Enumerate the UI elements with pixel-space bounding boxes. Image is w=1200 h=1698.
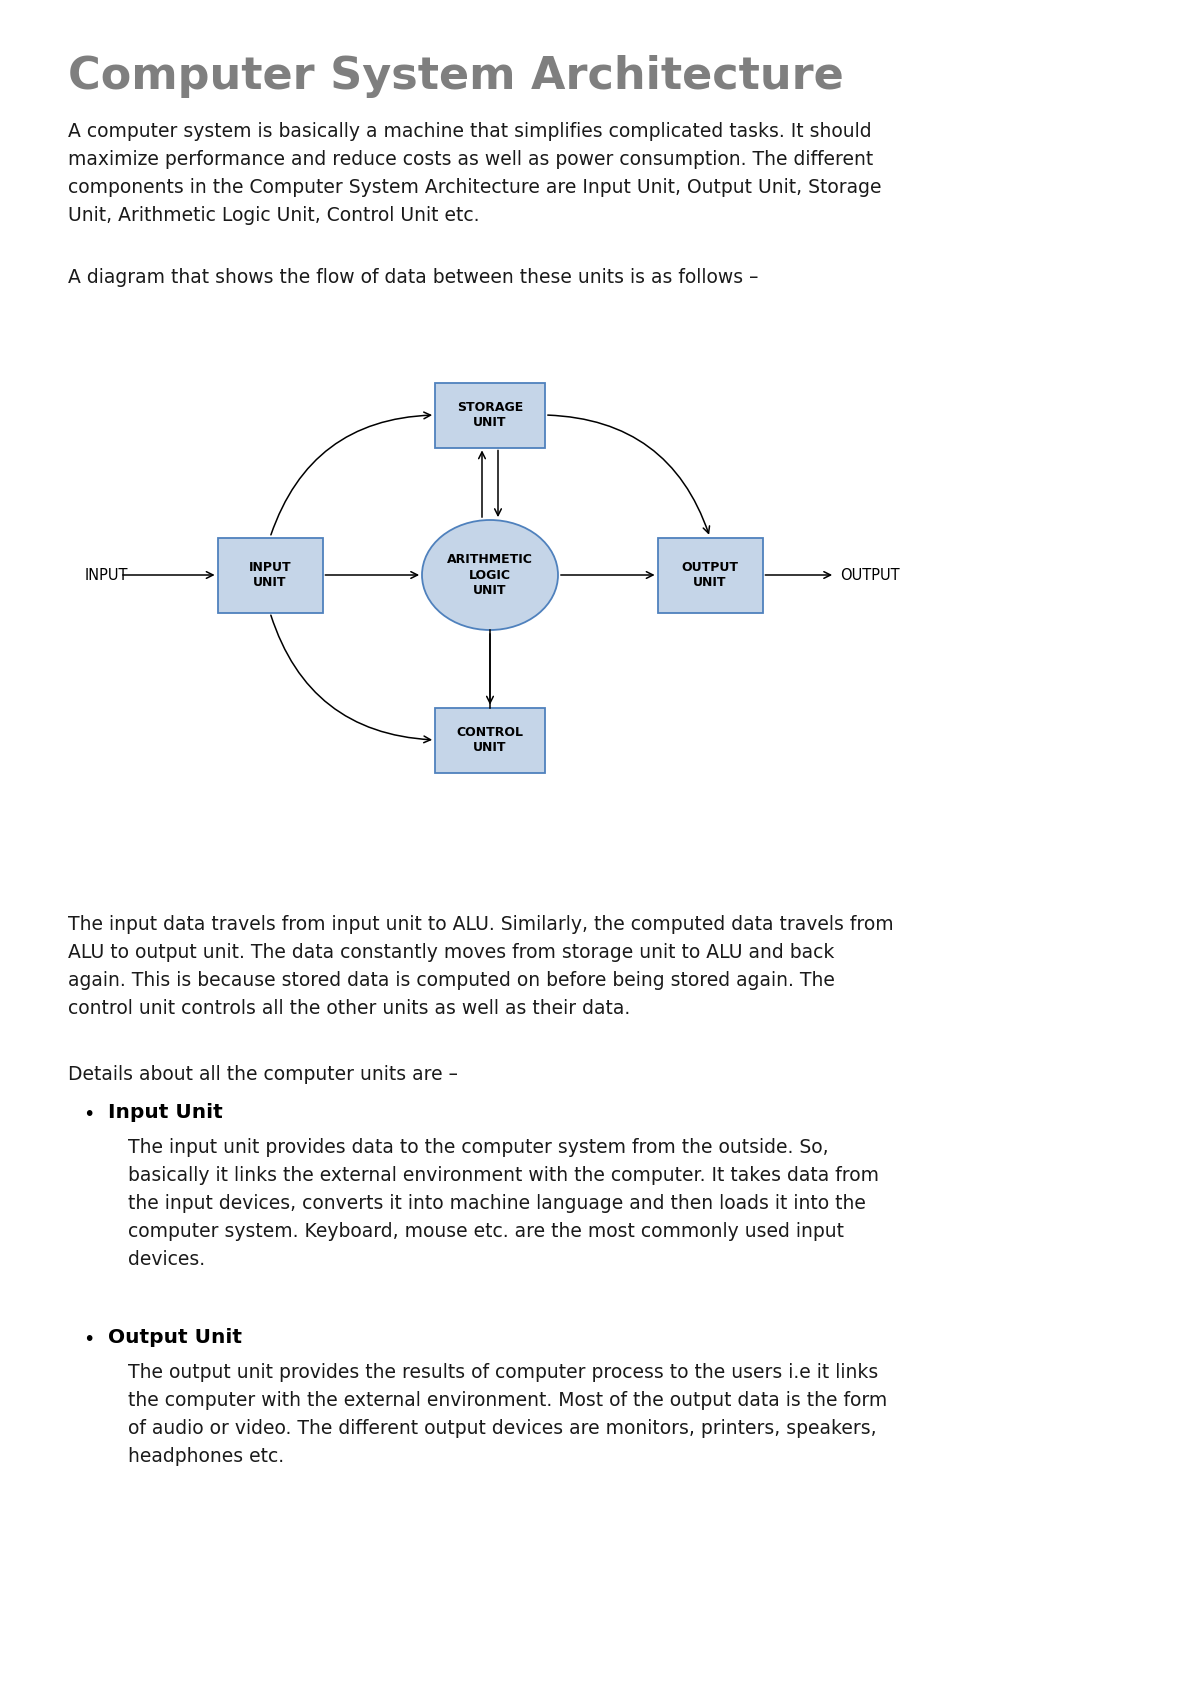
Text: INPUT: INPUT xyxy=(85,567,128,582)
Text: OUTPUT: OUTPUT xyxy=(840,567,900,582)
Text: Computer System Architecture: Computer System Architecture xyxy=(68,54,844,98)
Text: OUTPUT
UNIT: OUTPUT UNIT xyxy=(682,560,738,589)
Ellipse shape xyxy=(422,520,558,630)
FancyBboxPatch shape xyxy=(436,382,545,448)
Text: INPUT
UNIT: INPUT UNIT xyxy=(248,560,292,589)
Text: Output Unit: Output Unit xyxy=(108,1328,242,1347)
Text: A diagram that shows the flow of data between these units is as follows –: A diagram that shows the flow of data be… xyxy=(68,268,758,287)
FancyBboxPatch shape xyxy=(436,708,545,773)
Text: •: • xyxy=(83,1330,95,1348)
FancyBboxPatch shape xyxy=(658,538,762,613)
Text: Details about all the computer units are –: Details about all the computer units are… xyxy=(68,1065,458,1083)
Text: A computer system is basically a machine that simplifies complicated tasks. It s: A computer system is basically a machine… xyxy=(68,122,882,226)
Text: ARITHMETIC
LOGIC
UNIT: ARITHMETIC LOGIC UNIT xyxy=(448,554,533,598)
Text: •: • xyxy=(83,1105,95,1124)
Text: The input unit provides data to the computer system from the outside. So,
basica: The input unit provides data to the comp… xyxy=(128,1138,878,1268)
Text: CONTROL
UNIT: CONTROL UNIT xyxy=(456,725,523,754)
Text: STORAGE
UNIT: STORAGE UNIT xyxy=(457,401,523,430)
Text: The output unit provides the results of computer process to the users i.e it lin: The output unit provides the results of … xyxy=(128,1363,887,1465)
Text: The input data travels from input unit to ALU. Similarly, the computed data trav: The input data travels from input unit t… xyxy=(68,915,894,1019)
FancyBboxPatch shape xyxy=(217,538,323,613)
Text: Input Unit: Input Unit xyxy=(108,1104,223,1122)
